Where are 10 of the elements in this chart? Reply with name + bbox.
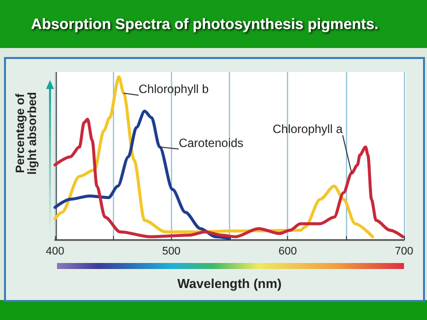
- x-tick-label: 500: [162, 246, 181, 258]
- x-axis-title: Wavelength (nm): [177, 276, 282, 291]
- x-tick-label: 600: [278, 246, 297, 258]
- text: Chlorophyll a: [272, 122, 343, 136]
- series-label: Chlorophyll b: [138, 82, 209, 96]
- y-axis-title: Percentage of light absorbed: [13, 92, 39, 175]
- x-tick-label: 700: [394, 246, 414, 258]
- series-label: Carotenoids: [178, 136, 244, 150]
- chart-title: Absorption Spectra of photosynthesis pigments.: [31, 16, 379, 33]
- x-tick-label: 400: [46, 246, 64, 258]
